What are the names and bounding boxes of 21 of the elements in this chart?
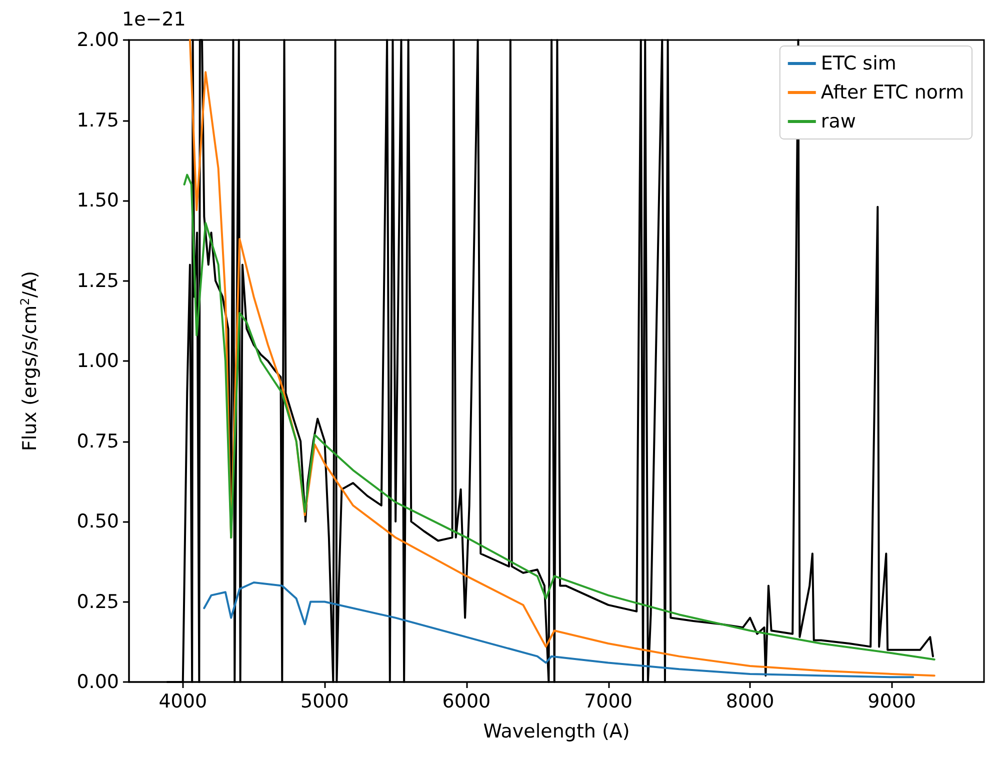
x-tick-label: 7000: [584, 690, 632, 712]
y-tick-label: 2.00: [76, 29, 119, 51]
x-tick-label: 5000: [300, 690, 349, 712]
y-tick-label: 1.00: [76, 350, 119, 372]
y-tick-label: 0.00: [76, 671, 119, 693]
legend-label: After ETC norm: [820, 82, 964, 104]
y-tick-label: 1.25: [76, 270, 119, 292]
text: 1e−21: [122, 8, 186, 30]
legend-label: raw: [820, 110, 856, 132]
x-tick-label: 8000: [726, 690, 774, 712]
y-tick-label: 1.50: [76, 190, 119, 212]
x-tick-label: 6000: [442, 690, 491, 712]
x-axis-title: Wavelength (A): [483, 720, 630, 742]
y-tick-label: 1.75: [76, 109, 119, 132]
y-axis-title: Flux (ergs/s/cm2/A): [18, 270, 41, 452]
y-tick-label: 0.25: [76, 590, 119, 613]
y-tick-label: 0.50: [76, 510, 119, 532]
legend-label: ETC sim: [820, 52, 896, 74]
x-tick-label: 9000: [868, 690, 916, 712]
y-tick-label: 0.75: [76, 430, 119, 452]
x-tick-label: 4000: [158, 690, 208, 712]
